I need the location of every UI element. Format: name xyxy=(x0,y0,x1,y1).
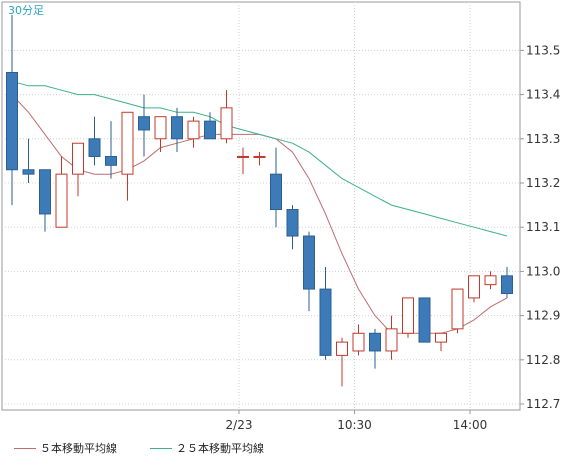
chart-title: 30分足 xyxy=(8,4,44,17)
candle xyxy=(418,297,431,343)
candle-body-down xyxy=(303,235,315,290)
candle-body-down xyxy=(369,332,381,352)
candle xyxy=(88,116,101,166)
candle-body-down xyxy=(204,120,216,140)
x-tick-label: 10:30 xyxy=(337,418,372,432)
candle xyxy=(402,297,414,338)
candle xyxy=(39,169,51,232)
legend-swatch-ma25 xyxy=(150,447,172,449)
candle xyxy=(6,15,18,206)
candle xyxy=(204,112,216,140)
candle xyxy=(286,205,299,250)
candle xyxy=(352,324,365,356)
candle xyxy=(270,147,282,228)
candle xyxy=(105,121,117,179)
x-tick-label: 2/23 xyxy=(226,418,253,432)
y-tick-label: 113.1 xyxy=(526,220,560,234)
legend-item-ma5: ５本移動平均線 xyxy=(14,440,117,456)
candle xyxy=(72,142,84,197)
legend-item-ma25: ２５本移動平均線 xyxy=(150,440,264,456)
candle-body-down xyxy=(39,169,51,215)
candle-body-up xyxy=(336,341,348,356)
legend-label-ma25: ２５本移動平均線 xyxy=(176,442,264,455)
legend: ５本移動平均線 ２５本移動平均線 xyxy=(0,438,574,458)
y-tick-label: 113.4 xyxy=(526,88,560,102)
y-tick-label: 113.0 xyxy=(526,264,560,278)
candle-body-up xyxy=(154,116,167,140)
candle xyxy=(385,315,398,360)
candle-body-up xyxy=(220,107,233,140)
candle-body-down xyxy=(319,288,332,356)
y-tick-label: 113.3 xyxy=(526,132,560,146)
candle xyxy=(336,337,348,387)
candle xyxy=(237,147,249,175)
candle-body-up xyxy=(385,328,398,352)
candle-body-up xyxy=(121,111,134,175)
y-tick-label: 112.9 xyxy=(526,309,560,323)
candle-body-down xyxy=(138,116,150,131)
candle xyxy=(121,111,134,201)
y-tick-label: 113.2 xyxy=(526,176,560,190)
candle-body-up xyxy=(55,173,68,228)
candle xyxy=(187,116,200,148)
candle xyxy=(55,156,68,228)
candle-body-up xyxy=(468,275,480,299)
candle-body-up xyxy=(253,155,266,158)
candle-body-up xyxy=(237,155,249,158)
y-tick-label: 113.5 xyxy=(526,43,560,57)
candle-body-down xyxy=(501,275,513,295)
candle-body-up xyxy=(402,297,414,334)
candle xyxy=(154,116,167,153)
candle-body-down xyxy=(270,173,282,211)
legend-swatch-ma5 xyxy=(14,447,36,449)
candle-body-down xyxy=(6,72,18,171)
candle-body-up xyxy=(187,120,200,140)
x-tick-label: 14:00 xyxy=(453,418,488,432)
plot-frame xyxy=(1,1,521,411)
candle-body-down xyxy=(22,169,35,175)
candle-body-down xyxy=(418,297,431,343)
candle xyxy=(501,266,513,298)
candle-body-up xyxy=(352,332,365,352)
candle-body-up xyxy=(451,288,464,330)
y-tick-label: 112.8 xyxy=(526,353,560,367)
candle-body-up xyxy=(484,275,497,286)
candle-body-down xyxy=(105,155,117,166)
candle xyxy=(303,231,315,312)
candle-layer xyxy=(6,15,513,387)
candle-body-up xyxy=(435,332,447,343)
candle xyxy=(369,328,381,369)
candle xyxy=(435,332,447,351)
candle xyxy=(22,138,35,183)
candle-body-down xyxy=(286,209,299,237)
ma25-line xyxy=(11,80,508,237)
candle-body-down xyxy=(88,138,101,157)
candle xyxy=(484,271,497,290)
y-tick-label: 112.7 xyxy=(526,397,560,411)
candle-body-down xyxy=(171,116,183,140)
candle-body-up xyxy=(72,142,84,175)
candle xyxy=(468,275,480,303)
legend-label-ma5: ５本移動平均線 xyxy=(40,442,117,455)
axis-layer: 113.5 113.4 113.3 113.2 113.1 113.0 112.9 112.8… xyxy=(226,43,561,432)
candle xyxy=(220,90,233,144)
candle xyxy=(138,94,150,157)
candle xyxy=(171,107,183,153)
candle xyxy=(451,288,464,334)
candle xyxy=(253,152,266,166)
candle xyxy=(319,266,332,360)
